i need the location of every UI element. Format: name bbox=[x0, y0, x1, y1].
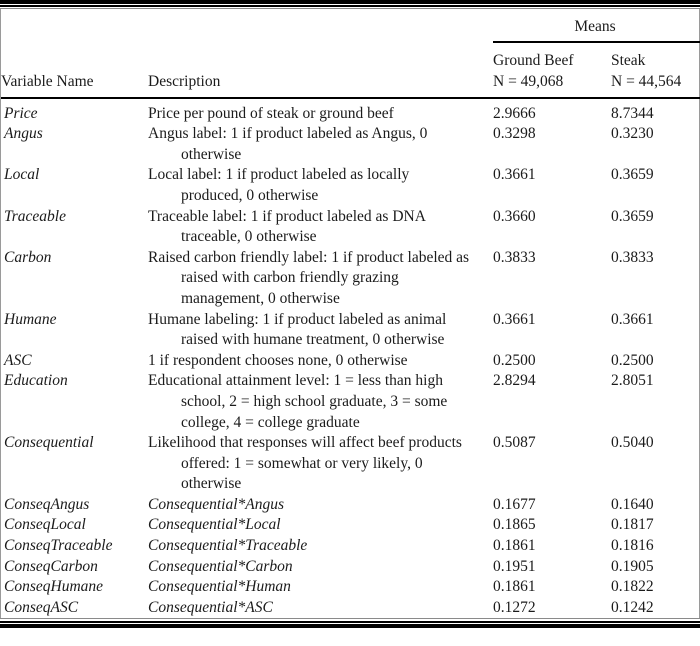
ground-beef-mean-cell: 0.3298 bbox=[493, 125, 536, 143]
description-cell: Humane labeling: 1 if product labeled as… bbox=[148, 310, 447, 349]
table-row: Humane Humane labeling: 1 if product lab… bbox=[1, 310, 700, 351]
variable-name-cell: ConseqCarbon bbox=[4, 557, 98, 575]
table-row: ConseqCarbon Consequential*Carbon 0.1951… bbox=[1, 557, 700, 578]
variable-name-cell: Carbon bbox=[4, 248, 52, 266]
steak-mean-cell: 0.5040 bbox=[611, 434, 654, 452]
variable-name-cell: ConseqTraceable bbox=[4, 537, 113, 555]
table-row: Carbon Raised carbon friendly label: 1 i… bbox=[1, 248, 700, 310]
ground-beef-mean-cell: 0.1677 bbox=[493, 495, 536, 513]
description-cell: Traceable label: 1 if product labeled as… bbox=[148, 207, 426, 246]
means-spanner-heading: Means bbox=[493, 9, 700, 43]
steak-mean-cell: 0.1242 bbox=[611, 598, 654, 616]
description-cell: Consequential*Human bbox=[148, 578, 291, 596]
ground-beef-mean-cell: 0.3661 bbox=[493, 166, 536, 184]
steak-mean-cell: 0.1905 bbox=[611, 557, 654, 575]
description-cell: Consequential*ASC bbox=[148, 598, 273, 616]
ground-beef-sample-size: N = 49,068 bbox=[493, 73, 564, 90]
col-header-variable-name: Variable Name bbox=[1, 41, 148, 99]
steak-mean-cell: 0.1640 bbox=[611, 495, 654, 513]
steak-mean-cell: 0.3661 bbox=[611, 310, 654, 328]
ground-beef-mean-cell: 0.1861 bbox=[493, 578, 536, 596]
description-cell: Raised carbon friendly label: 1 if produ… bbox=[148, 248, 470, 307]
table-bottom-double-rule bbox=[0, 618, 700, 629]
table-top-double-rule bbox=[0, 0, 700, 9]
table-row: ConseqHumane Consequential*Human 0.1861 … bbox=[1, 577, 700, 598]
steak-mean-cell: 0.3659 bbox=[611, 207, 654, 225]
steak-mean-cell: 0.2500 bbox=[611, 351, 654, 369]
description-cell: Local label: 1 if product labeled as loc… bbox=[148, 166, 410, 204]
description-cell: Consequential*Traceable bbox=[148, 537, 308, 555]
variable-name-cell: ConseqHumane bbox=[4, 578, 104, 596]
description-cell: 1 if respondent chooses none, 0 otherwis… bbox=[148, 351, 408, 369]
variable-name-cell: ASC bbox=[4, 351, 32, 369]
description-cell: Consequential*Local bbox=[148, 516, 281, 534]
column-header-row: Variable Name Description Ground Beef N … bbox=[1, 41, 700, 99]
ground-beef-mean-cell: 0.2500 bbox=[493, 351, 536, 369]
ground-beef-mean-cell: 2.8294 bbox=[493, 372, 536, 390]
description-cell: Price per pound of steak or ground beef bbox=[148, 104, 394, 122]
table-header: Means Variable Name Description Ground B… bbox=[1, 9, 700, 99]
description-cell: Likelihood that responses will affect be… bbox=[148, 434, 462, 493]
steak-mean-cell: 0.3230 bbox=[611, 125, 654, 143]
steak-mean-cell: 2.8051 bbox=[611, 372, 654, 390]
variable-name-cell: Local bbox=[4, 166, 40, 184]
col-header-ground-beef: Ground Beef N = 49,068 bbox=[493, 41, 611, 99]
steak-mean-cell: 0.3833 bbox=[611, 248, 654, 266]
table-row: Traceable Traceable label: 1 if product … bbox=[1, 207, 700, 248]
table-row: Local Local label: 1 if product labeled … bbox=[1, 165, 700, 206]
description-cell: Consequential*Angus bbox=[148, 495, 285, 513]
summary-statistics-table: Means Variable Name Description Ground B… bbox=[1, 9, 700, 618]
variable-name-cell: ConseqAngus bbox=[4, 495, 90, 513]
variable-name-cell: ConseqASC bbox=[4, 598, 79, 616]
ground-beef-mean-cell: 0.3833 bbox=[493, 248, 536, 266]
steak-label: Steak bbox=[611, 52, 646, 70]
table-row: ASC 1 if respondent chooses none, 0 othe… bbox=[1, 351, 700, 372]
variable-name-cell: Humane bbox=[4, 310, 57, 328]
steak-mean-cell: 0.3659 bbox=[611, 166, 654, 184]
table-row: Price Price per pound of steak or ground… bbox=[1, 98, 700, 125]
table-row: Education Educational attainment level: … bbox=[1, 371, 700, 433]
ground-beef-mean-cell: 0.1865 bbox=[493, 516, 536, 534]
col-header-description: Description bbox=[148, 41, 493, 99]
ground-beef-mean-cell: 0.3660 bbox=[493, 207, 536, 225]
table-frame: Means Variable Name Description Ground B… bbox=[0, 9, 700, 619]
table-row: ConseqASC Consequential*ASC 0.1272 0.124… bbox=[1, 598, 700, 619]
variable-name-cell: Price bbox=[4, 104, 38, 122]
variable-name-cell: ConseqLocal bbox=[4, 516, 86, 534]
spanner-spacer bbox=[1, 9, 493, 42]
variable-name-cell: Consequential bbox=[4, 434, 94, 452]
ground-beef-mean-cell: 0.5087 bbox=[493, 434, 536, 452]
table-row: ConseqTraceable Consequential*Traceable … bbox=[1, 536, 700, 557]
ground-beef-label: Ground Beef bbox=[493, 52, 574, 70]
steak-mean-cell: 0.1822 bbox=[611, 578, 654, 596]
steak-mean-cell: 0.1816 bbox=[611, 537, 654, 555]
spanner-row: Means bbox=[1, 9, 700, 43]
steak-sample-size: N = 44,564 bbox=[611, 73, 682, 90]
ground-beef-mean-cell: 0.1951 bbox=[493, 557, 536, 575]
ground-beef-mean-cell: 0.1861 bbox=[493, 537, 536, 555]
table-row: Angus Angus label: 1 if product labeled … bbox=[1, 124, 700, 165]
table-body: Price Price per pound of steak or ground… bbox=[1, 98, 700, 619]
table-row: ConseqLocal Consequential*Local 0.1865 0… bbox=[1, 515, 700, 536]
description-cell: Angus label: 1 if product labeled as Ang… bbox=[148, 125, 428, 163]
description-cell: Educational attainment level: 1 = less t… bbox=[148, 372, 448, 431]
steak-mean-cell: 8.7344 bbox=[611, 104, 654, 122]
steak-mean-cell: 0.1817 bbox=[611, 516, 654, 534]
table-row: ConseqAngus Consequential*Angus 0.1677 0… bbox=[1, 495, 700, 516]
ground-beef-mean-cell: 0.1272 bbox=[493, 598, 536, 616]
ground-beef-mean-cell: 2.9666 bbox=[493, 104, 536, 122]
variable-name-cell: Traceable bbox=[4, 207, 66, 225]
variable-name-cell: Education bbox=[4, 372, 68, 390]
col-header-steak: Steak N = 44,564 bbox=[611, 41, 700, 99]
description-cell: Consequential*Carbon bbox=[148, 557, 293, 575]
variable-name-cell: Angus bbox=[4, 125, 43, 143]
ground-beef-mean-cell: 0.3661 bbox=[493, 310, 536, 328]
table-row: Consequential Likelihood that responses … bbox=[1, 433, 700, 495]
